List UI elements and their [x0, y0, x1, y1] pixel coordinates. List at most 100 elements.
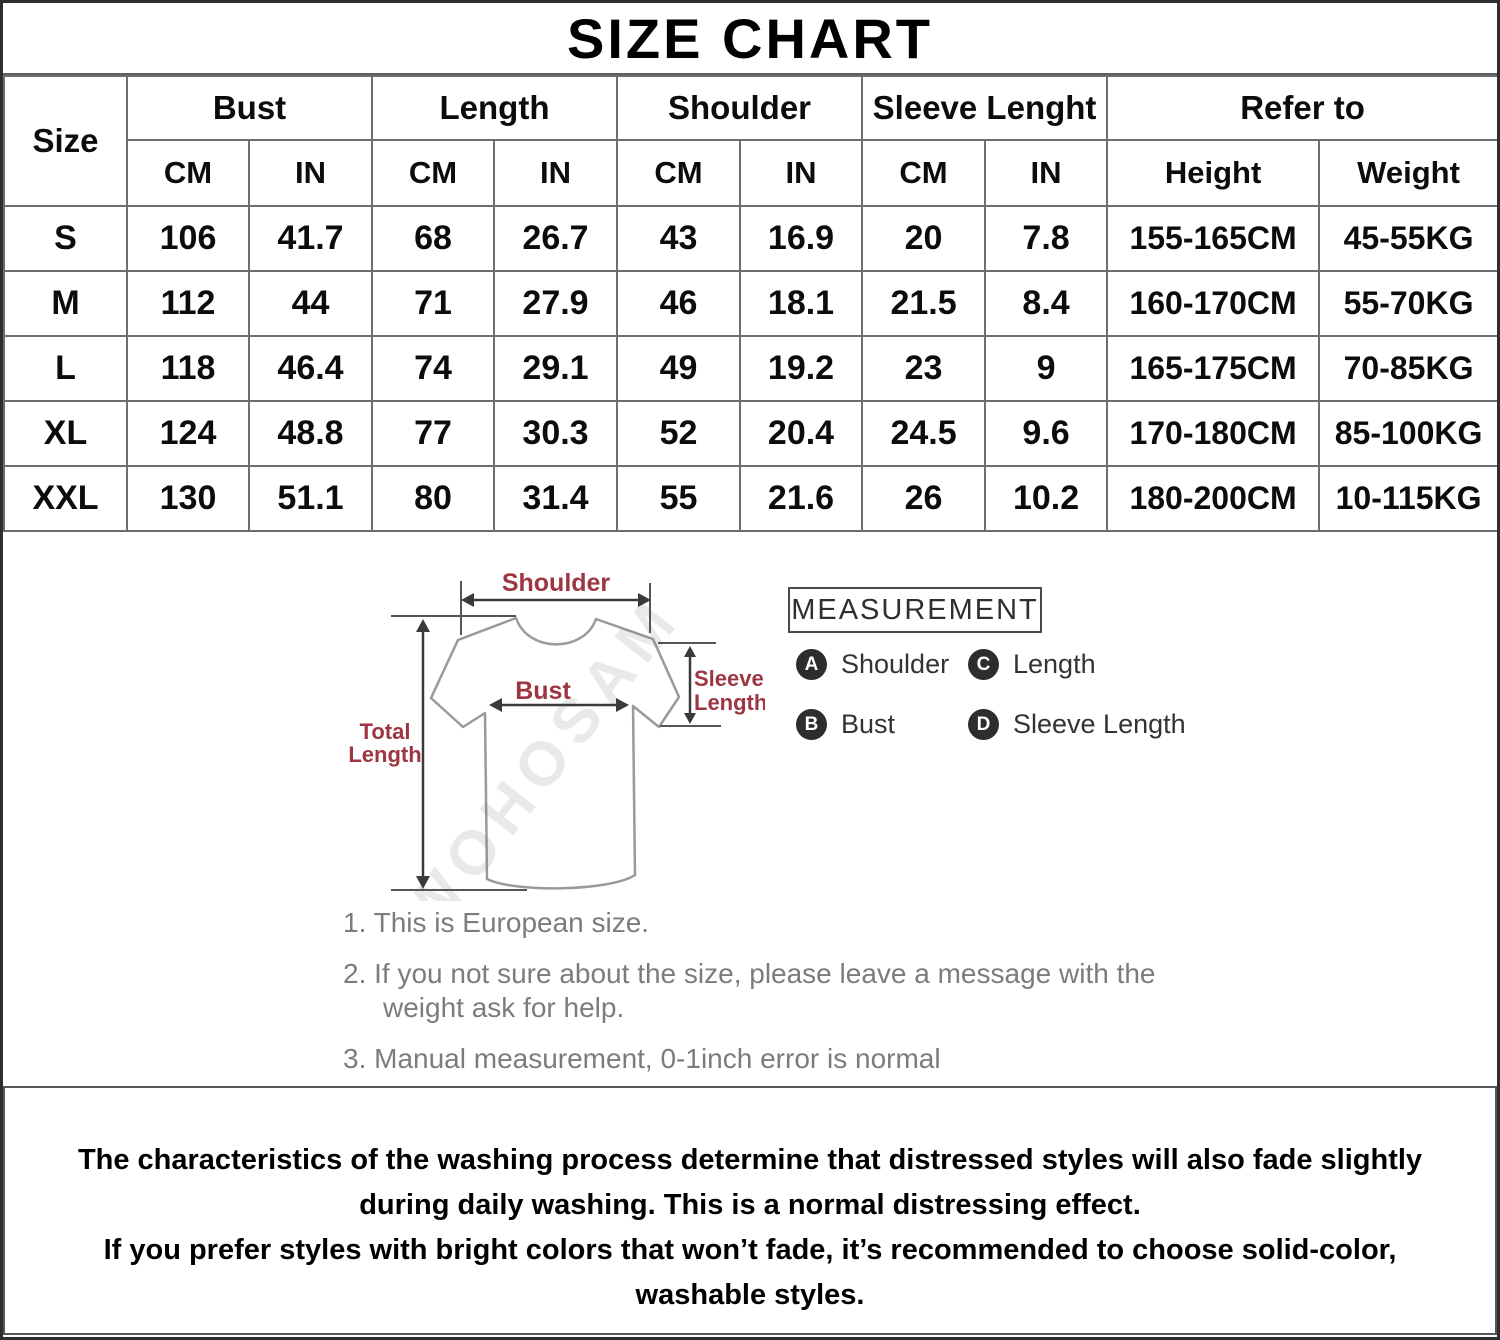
legend-key-d-icon: D: [968, 709, 999, 740]
size-notes: 1. This is European size. 2. If you not …: [343, 906, 1193, 1093]
col-group-bust: Bust: [126, 75, 373, 141]
total-length-arrow: [416, 619, 430, 889]
total-length-label-line2: Length: [348, 742, 421, 767]
subheader-sleeve-in: IN: [984, 139, 1109, 207]
col-group-refer-to: Refer to: [1106, 75, 1497, 141]
cell-sleeve-cm: 26: [861, 465, 987, 532]
cell-length-in: 29.1: [492, 335, 619, 402]
legend-item-sleeve-length: D Sleeve Length: [968, 709, 1186, 740]
page-title: SIZE CHART: [3, 3, 1497, 75]
cell-weight: 70-85KG: [1318, 335, 1497, 402]
cell-shoulder-in: 19.2: [739, 335, 864, 402]
shoulder-arrow: [461, 593, 651, 607]
total-length-label-line1: Total: [360, 719, 411, 744]
cell-sleeve-cm: 24.5: [861, 400, 987, 467]
table-row-m: M 112 44 71 27.9 46 18.1 21.5 8.4 160-17…: [3, 270, 1497, 337]
cell-length-cm: 80: [371, 465, 495, 532]
note-european-size: 1. This is European size.: [343, 907, 650, 938]
sleeve-length-label-line1: Sleeve: [694, 666, 764, 691]
washing-notice-line: If you prefer styles with bright colors …: [103, 1234, 1397, 1266]
legend-label: Bust: [841, 709, 896, 739]
cell-length-cm: 68: [371, 205, 495, 272]
reference-lines: [391, 581, 721, 891]
cell-shoulder-cm: 49: [616, 335, 742, 402]
cell-bust-in: 44: [248, 270, 373, 337]
subheader-shoulder-in: IN: [739, 139, 864, 207]
cell-sleeve-in: 7.8: [984, 205, 1109, 272]
legend-item-shoulder: A Shoulder: [796, 649, 949, 680]
cell-shoulder-cm: 46: [616, 270, 742, 337]
cell-bust-cm: 130: [126, 465, 250, 532]
subheader-shoulder-cm: CM: [616, 139, 742, 207]
table-subheader-row: CM IN CM IN CM IN CM IN Height Weight: [4, 139, 1497, 207]
col-group-shoulder: Shoulder: [616, 75, 864, 141]
legend-key-b-icon: B: [796, 709, 827, 740]
cell-length-cm: 74: [371, 335, 495, 402]
cell-length-cm: 77: [371, 400, 495, 467]
subheader-weight: Weight: [1318, 139, 1497, 207]
cell-bust-cm: 112: [126, 270, 250, 337]
legend-key-c-icon: C: [968, 649, 999, 680]
cell-height: 165-175CM: [1106, 335, 1321, 402]
legend-item-bust: B Bust: [796, 709, 895, 740]
note-manual-measurement: 3. Manual measurement, 0-1inch error is …: [343, 1043, 941, 1074]
cell-weight: 55-70KG: [1318, 270, 1497, 337]
subheader-height: Height: [1106, 139, 1321, 207]
cell-length-in: 27.9: [492, 270, 619, 337]
washing-notice-line: washable styles.: [635, 1279, 865, 1311]
subheader-bust-in: IN: [248, 139, 373, 207]
size-label: S: [3, 205, 128, 272]
cell-sleeve-in: 9.6: [984, 400, 1109, 467]
shoulder-label: Shoulder: [502, 569, 611, 597]
table-row-s: S 106 41.7 68 26.7 43 16.9 20 7.8 155-16…: [3, 205, 1497, 272]
cell-length-cm: 71: [371, 270, 495, 337]
cell-sleeve-in: 10.2: [984, 465, 1109, 532]
size-label: XL: [3, 400, 128, 467]
cell-shoulder-cm: 52: [616, 400, 742, 467]
cell-bust-cm: 106: [126, 205, 250, 272]
size-label: XXL: [3, 465, 128, 532]
table-row-xl: XL 124 48.8 77 30.3 52 20.4 24.5 9.6 170…: [3, 400, 1497, 467]
col-group-sleeve-length: Sleeve Lenght: [861, 75, 1109, 141]
cell-length-in: 26.7: [492, 205, 619, 272]
legend-label: Length: [1013, 649, 1096, 679]
legend-label: Sleeve Length: [1013, 709, 1186, 739]
measurement-legend-title: MEASUREMENT: [788, 587, 1042, 633]
cell-shoulder-cm: 55: [616, 465, 742, 532]
cell-sleeve-cm: 20: [861, 205, 987, 272]
col-header-size: Size: [3, 75, 128, 207]
sleeve-length-arrow: [684, 646, 696, 724]
table-row-xxl: XXL 130 51.1 80 31.4 55 21.6 26 10.2 180…: [3, 465, 1497, 532]
subheader-length-cm: CM: [371, 139, 495, 207]
bust-arrow: [489, 698, 629, 712]
legend-label: Shoulder: [841, 649, 950, 679]
cell-height: 180-200CM: [1106, 465, 1321, 532]
cell-shoulder-in: 21.6: [739, 465, 864, 532]
size-label: L: [3, 335, 128, 402]
tshirt-outline: [429, 616, 681, 890]
cell-sleeve-in: 9: [984, 335, 1109, 402]
cell-sleeve-cm: 21.5: [861, 270, 987, 337]
sleeve-length-label-line2: Length: [694, 690, 765, 715]
cell-shoulder-in: 20.4: [739, 400, 864, 467]
cell-height: 160-170CM: [1106, 270, 1321, 337]
washing-notice-box: The characteristics of the washing proce…: [3, 1086, 1497, 1335]
legend-item-length: C Length: [968, 649, 1096, 680]
subheader-length-in: IN: [492, 139, 619, 207]
col-group-length: Length: [370, 75, 619, 141]
washing-notice-line: during daily washing. This is a normal d…: [359, 1189, 1141, 1221]
washing-notice-line: The characteristics of the washing proce…: [77, 1144, 1423, 1176]
cell-height: 170-180CM: [1106, 400, 1321, 467]
table-row-l: L 118 46.4 74 29.1 49 19.2 23 9 165-175C…: [3, 335, 1497, 402]
cell-weight: 85-100KG: [1318, 400, 1497, 467]
table-group-header-row: Size Bust Length Shoulder Sleeve Lenght …: [3, 75, 1497, 207]
cell-bust-cm: 118: [126, 335, 250, 402]
size-label: M: [3, 270, 128, 337]
cell-bust-cm: 124: [126, 400, 250, 467]
note-ask-for-help: 2. If you not sure about the size, pleas…: [343, 958, 1156, 1023]
cell-shoulder-cm: 43: [616, 205, 742, 272]
cell-bust-in: 48.8: [248, 400, 373, 467]
cell-bust-in: 51.1: [248, 465, 373, 532]
cell-sleeve-in: 8.4: [984, 270, 1109, 337]
cell-weight: 10-115KG: [1318, 465, 1497, 532]
